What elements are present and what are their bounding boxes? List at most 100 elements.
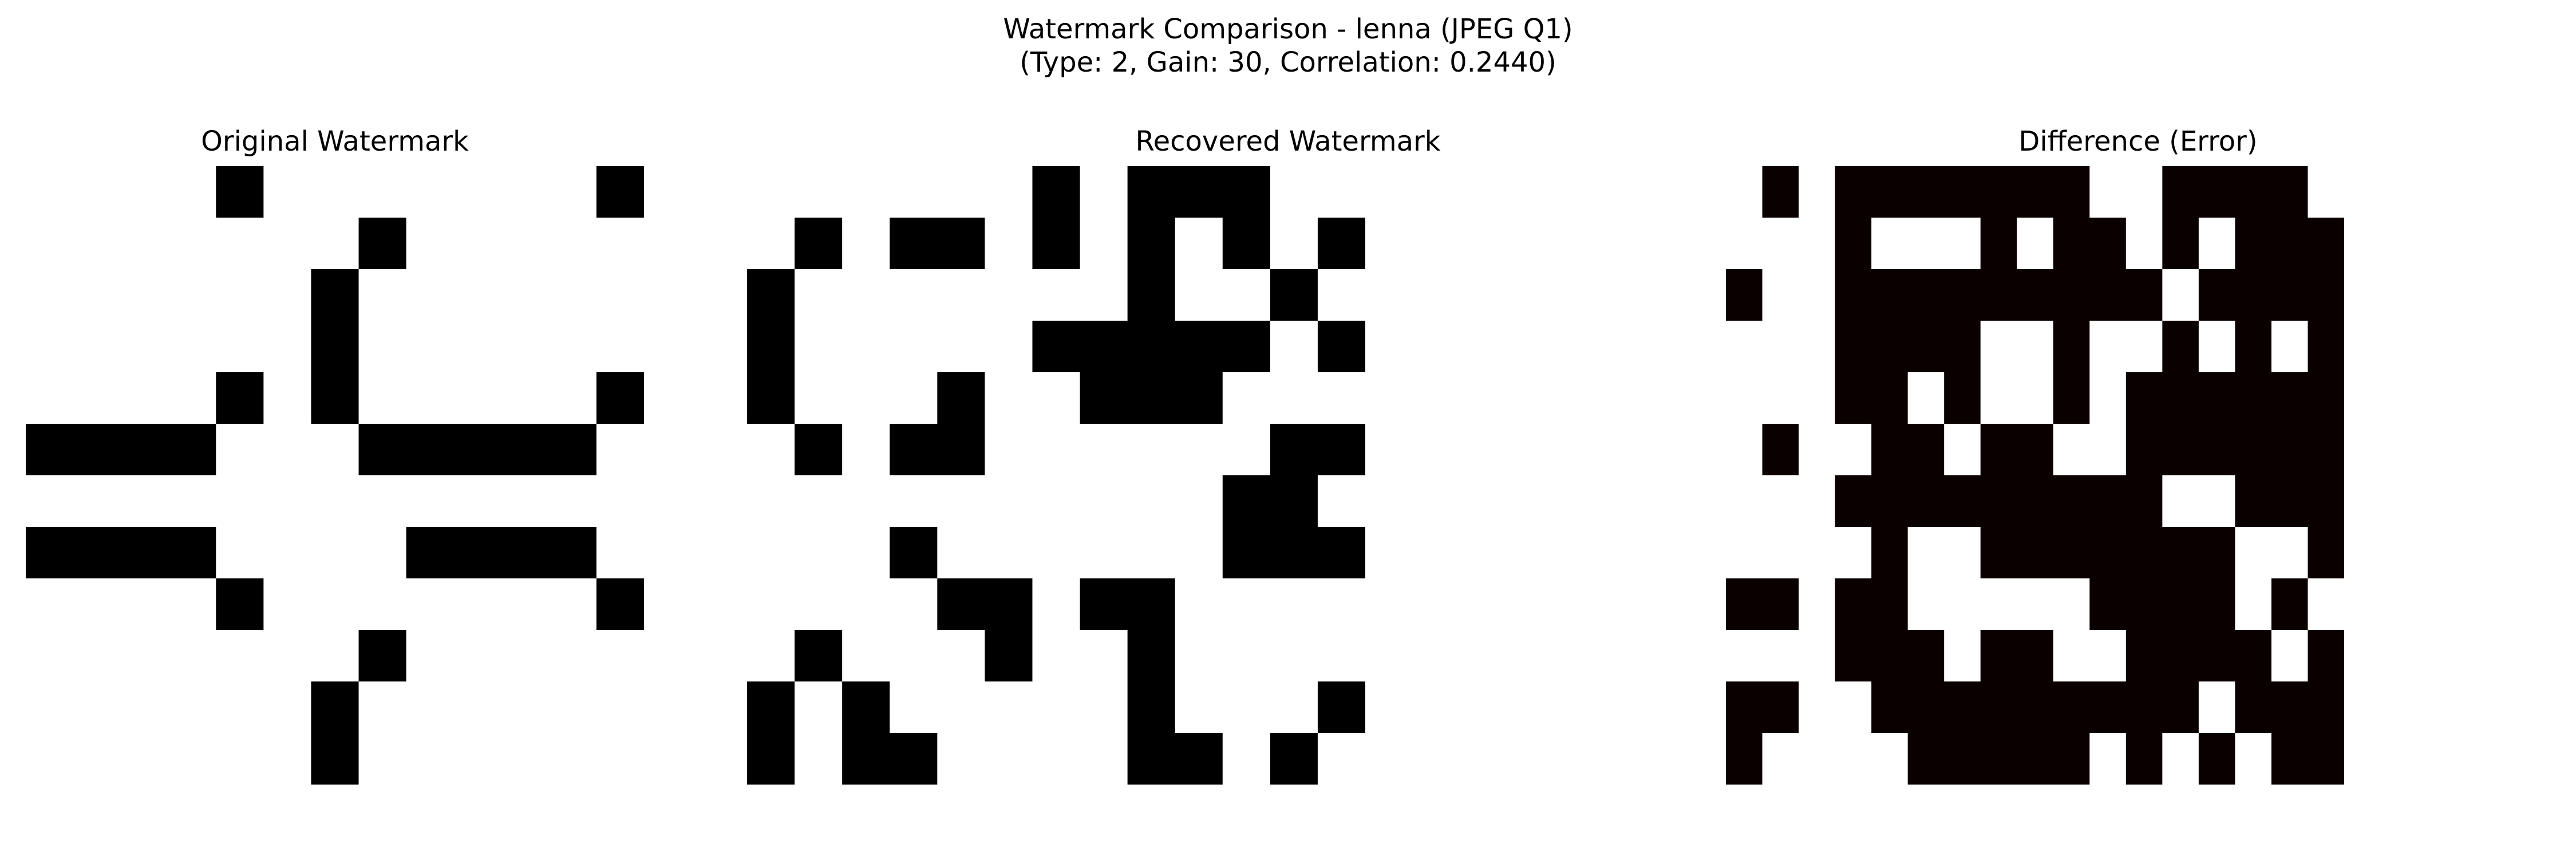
heatmap-cell [842,321,890,373]
heatmap-cell [121,527,169,579]
heatmap-cell [2271,630,2309,682]
heatmap-cell [121,218,169,270]
heatmap-cell [2017,475,2054,527]
heatmap-cell [2235,527,2272,579]
heatmap-cell [1127,630,1176,682]
heatmap-cell [2271,269,2309,321]
heatmap-cell [121,321,169,373]
heatmap-cell [2235,475,2272,527]
heatmap-cell [2271,166,2309,218]
heatmap-cell [1907,166,1945,218]
heatmap-cell [937,424,985,476]
heatmap-cell [1799,630,1836,682]
heatmap-cell [406,527,455,579]
heatmap-cell [1222,372,1271,424]
heatmap-cell [985,578,1033,631]
heatmap-cell [1726,578,1763,631]
heatmap-cell [937,527,985,579]
heatmap-cell [548,372,597,424]
heatmap-cell [747,321,795,373]
heatmap-cell [1944,166,1981,218]
heatmap-cell [1127,475,1176,527]
heatmap-cell [1980,424,2017,476]
heatmap-cell [1080,269,1128,321]
heatmap-cell [406,475,455,527]
heatmap-cell [1270,424,1318,476]
heatmap-cell [501,681,550,734]
heatmap-cell [1726,630,1763,682]
heatmap-cell [2198,630,2236,682]
heatmap-cell [2235,166,2272,218]
heatmap-cell [1980,166,2017,218]
heatmap-cell [26,681,74,734]
heatmap-cell [311,166,359,218]
heatmap-cell [1726,681,1763,734]
heatmap-cell [1944,372,1981,424]
heatmap-cell [2308,681,2344,734]
heatmap-cell [1222,424,1271,476]
heatmap-cell [1835,475,1872,527]
heatmap-cell [1835,733,1872,785]
heatmap-cell [985,475,1033,527]
heatmap-cell [121,269,169,321]
heatmap-cell [2235,630,2272,682]
heatmap-cell [216,733,264,785]
heatmap-cell [2308,733,2344,785]
heatmap-cell [548,630,597,682]
heatmap-cell [890,527,938,579]
heatmap-cell [453,630,502,682]
heatmap-cell [73,321,121,373]
heatmap-cell [1127,424,1176,476]
heatmap-cell [1799,578,1836,631]
heatmap-cell [596,372,644,424]
heatmap-cell [1835,321,1872,373]
heatmap-cell [1127,578,1176,631]
heatmap-cell [548,578,597,631]
heatmap-cell [26,166,74,218]
heatmap-cell [1944,321,1981,373]
heatmap-cell [1127,269,1176,321]
heatmap-cell [985,321,1033,373]
heatmap-cell [168,681,216,734]
heatmap-cell [2125,269,2163,321]
figure-subtitle: (Type: 2, Gain: 30, Correlation: 0.2440) [1020,46,1556,78]
heatmap-cell [1175,218,1223,270]
heatmap-cell [2125,527,2163,579]
heatmap-cell [2235,321,2272,373]
heatmap-cell [168,630,216,682]
heatmap-cell [1980,372,2017,424]
heatmap-cell [1980,630,2017,682]
heatmap-cell [2053,527,2090,579]
heatmap-cell [795,681,843,734]
heatmap-cell [1317,424,1365,476]
heatmap-cell [2017,269,2054,321]
heatmap-cell [501,218,550,270]
heatmap-cell [1270,269,1318,321]
heatmap-cell [548,166,597,218]
heatmap-cell [263,218,312,270]
heatmap-cell [2308,527,2344,579]
heatmap-cell [2308,269,2344,321]
heatmap-cell [842,733,890,785]
heatmap-cell [1270,733,1318,785]
heatmap-cell [2271,218,2309,270]
heatmap-cell [1032,630,1081,682]
heatmap-cell [358,630,407,682]
heatmap-cell [2198,733,2236,785]
heatmap-cell [2053,733,2090,785]
heatmap-cell [596,733,644,785]
heatmap-cell [1175,269,1223,321]
heatmap-cell [1762,321,1799,373]
heatmap-cell [406,166,455,218]
heatmap-cell [311,269,359,321]
heatmap-cell [501,166,550,218]
heatmap-cell [73,372,121,424]
heatmap-cell [406,630,455,682]
heatmap-cell [2235,269,2272,321]
heatmap-cell [2271,475,2309,527]
heatmap-cell [73,269,121,321]
heatmap-cell [2162,681,2199,734]
heatmap-cell [26,578,74,631]
heatmap-cell [1032,733,1081,785]
heatmap-cell [890,269,938,321]
